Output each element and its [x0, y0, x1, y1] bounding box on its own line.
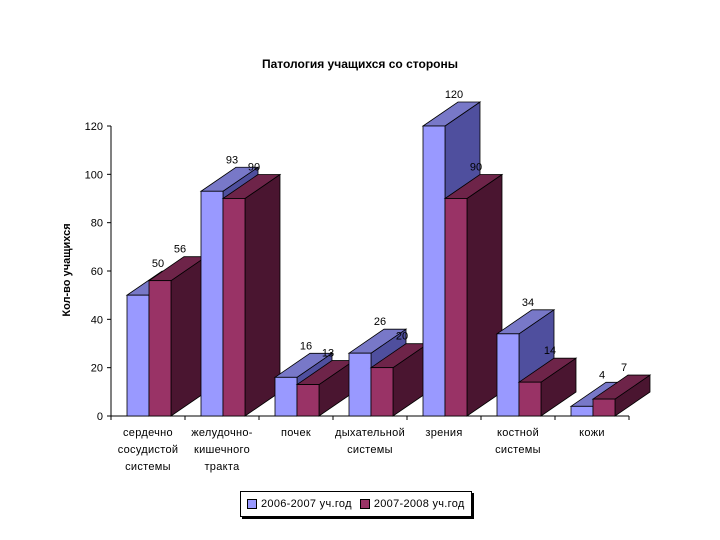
category-labels: сердечно сосудистой системы желудочно-кишеч… [118, 427, 605, 473]
bar-front [370, 367, 394, 417]
legend-label-series-2: 2007-2008 уч.год [373, 498, 465, 510]
legend-item-series-1: 2006-2007 уч.год [247, 498, 352, 510]
bar-front [570, 405, 594, 417]
data-label-1-3: 16 [300, 340, 312, 352]
category-label: желудочно- [191, 427, 253, 439]
bar-front [348, 352, 372, 417]
bar-front [222, 198, 246, 417]
category-label: зрения [425, 427, 462, 439]
data-label-2-1: 56 [174, 244, 186, 256]
category-label: кишечного [194, 444, 250, 456]
data-label-1-6: 34 [522, 297, 534, 309]
legend-label-series-1: 2006-2007 уч.год [261, 498, 352, 510]
category-label: сосудистой [118, 444, 179, 456]
category-label: дыхательной [335, 427, 405, 439]
chart-title: Патология учащихся со стороны [262, 57, 458, 71]
bar-2-4 [369, 342, 430, 417]
legend-swatch-series-1 [247, 499, 257, 509]
data-label-2-5: 90 [470, 162, 482, 174]
category-label: сердечно [123, 427, 173, 439]
data-label-1-5: 120 [445, 89, 463, 101]
y-axis-label: Кол-во учащихся [61, 223, 73, 316]
data-label-2-2: 90 [248, 162, 260, 174]
data-label-1-2: 93 [226, 154, 238, 166]
category-label: костной [497, 427, 539, 439]
bar-front [126, 294, 150, 417]
bar-front [444, 198, 468, 417]
data-label-2-3: 13 [322, 348, 334, 360]
bar-front [422, 125, 446, 417]
legend-item-series-2: 2007-2008 уч.год [359, 498, 465, 510]
bar-front [274, 376, 298, 417]
bar-2-6 [517, 357, 578, 417]
y-tick-label: 0 [97, 411, 103, 423]
y-tick-label: 20 [91, 363, 103, 375]
y-tick-label: 40 [91, 314, 103, 326]
category-label: системы [495, 444, 541, 456]
bars [125, 101, 652, 417]
bar-2-5 [443, 173, 504, 417]
legend: 2006-2007 уч.год 2007-2008 уч.год [240, 491, 472, 517]
bar-front [592, 398, 616, 417]
bar-front [200, 190, 224, 417]
data-label-2-6: 14 [544, 345, 556, 357]
data-label-1-7: 4 [599, 369, 605, 381]
bar-front [518, 381, 542, 417]
category-label: тракта [204, 461, 240, 473]
bar-2-7 [591, 374, 652, 417]
y-tick-label: 80 [91, 218, 103, 230]
legend-swatch-series-2 [359, 499, 370, 509]
bar-2-3 [295, 359, 356, 417]
data-label-1-4: 26 [374, 316, 386, 328]
data-label-2-7: 7 [621, 362, 627, 374]
data-label-2-4: 20 [396, 331, 408, 343]
category-label: системы [125, 461, 171, 473]
y-tick-label: 100 [85, 169, 103, 181]
data-label-1-1: 50 [152, 258, 164, 270]
bar-front [296, 384, 320, 417]
data-labels: 50 56 93 90 16 13 26 20 120 90 34 14 4 7 [152, 89, 627, 381]
axes: 0 20 40 60 80 100 120 [85, 121, 630, 423]
y-tick-label: 60 [91, 266, 103, 278]
bar-front [148, 280, 172, 417]
bar-2-1 [147, 255, 208, 417]
y-tick-label: 120 [85, 121, 103, 133]
bar-2-2 [221, 173, 282, 417]
category-label: кожи [579, 427, 605, 439]
category-label: почек [281, 427, 311, 439]
category-label: системы [347, 444, 393, 456]
bar-front [496, 333, 520, 417]
